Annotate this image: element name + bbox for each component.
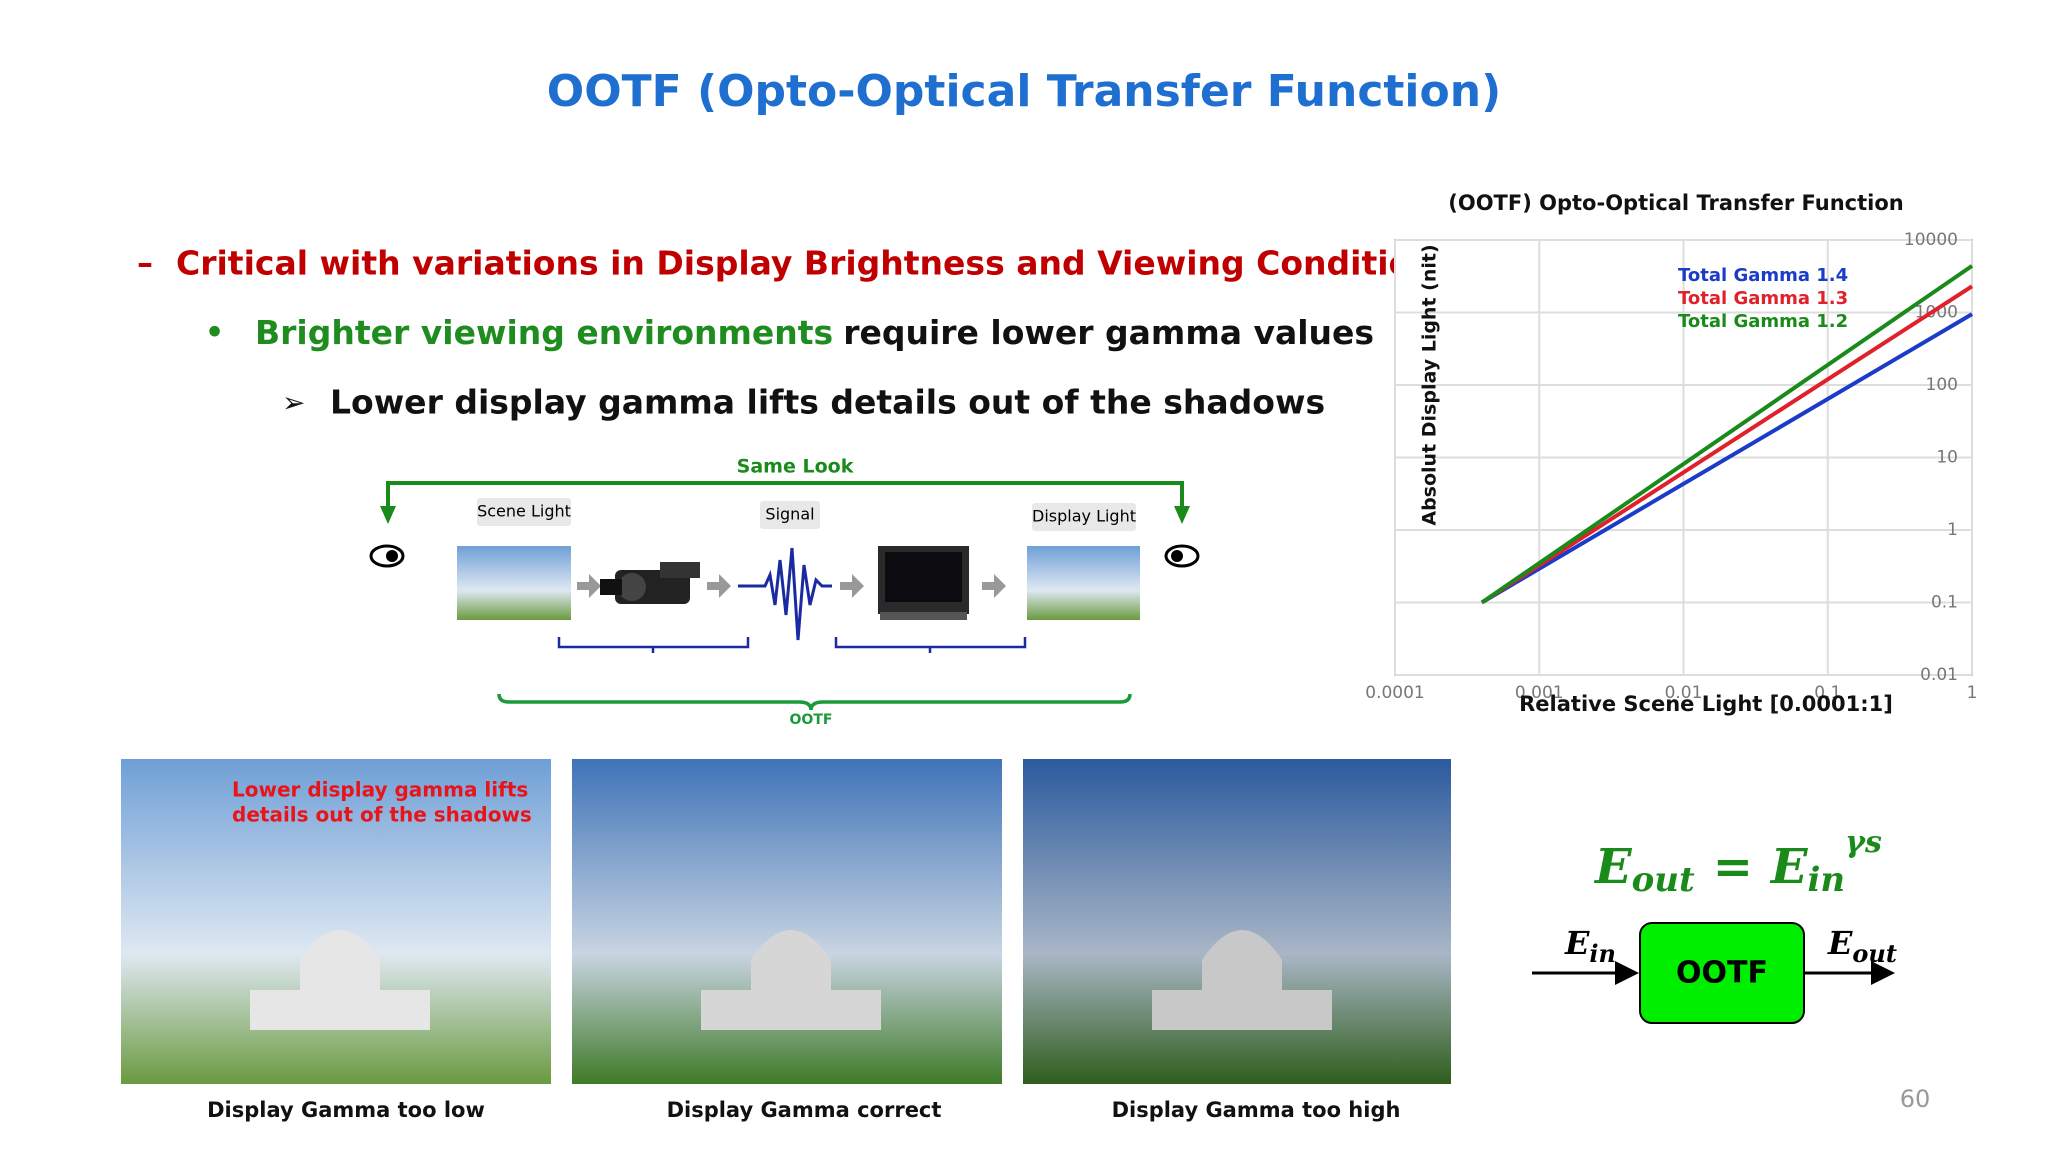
y-tick-label: 1	[1947, 520, 1958, 540]
photo-caption: Display Gamma too low	[207, 1098, 485, 1122]
text: require lower gamma values	[843, 313, 1374, 352]
y-tick-label: 0.1	[1931, 593, 1958, 613]
symbol: E	[1827, 924, 1853, 962]
exponent: γs	[1845, 825, 1882, 860]
eye-left	[369, 544, 405, 568]
y-tick-label: 10	[1936, 448, 1958, 468]
monitor-icon	[878, 546, 969, 620]
symbol: E	[1769, 839, 1809, 895]
display-light-label: Display Light	[1032, 507, 1136, 526]
chart-title: (OOTF) Opto-Optical Transfer Function	[1448, 191, 1904, 215]
ootf-label: OOTF	[790, 712, 833, 728]
photo	[572, 759, 1002, 1084]
eye-right	[1164, 544, 1200, 568]
highlight: Brighter viewing environments	[255, 313, 833, 352]
legend-entry: Total Gamma 1.2	[1678, 311, 1848, 332]
sub-brackets	[557, 637, 1027, 653]
bullet-marker: ➢	[282, 386, 305, 419]
chart: 0.0001 0.001 0.01 0.1 10.010.111010010001000…	[1365, 191, 1977, 716]
photo-annotation: Lower display gamma lifts	[232, 778, 528, 802]
subscript: out	[1852, 939, 1897, 968]
legend-entry: Total Gamma 1.3	[1678, 288, 1848, 309]
subscript: in	[1589, 939, 1616, 968]
x-tick-label: 0.0001	[1365, 683, 1424, 703]
bullet-text: Critical with variations in Display Brig…	[176, 244, 1454, 283]
equals: =	[1713, 839, 1753, 895]
bullet-marker: –	[137, 244, 153, 282]
bullet-text: Lower display gamma lifts details out of…	[330, 383, 1325, 422]
slide-title: OOTF (Opto-Optical Transfer Function)	[547, 66, 1501, 117]
same-look-label: Same Look	[737, 456, 854, 478]
photo-caption: Display Gamma too high	[1112, 1098, 1401, 1122]
formula: Eout = Einγs	[1593, 825, 1882, 900]
photo-caption: Display Gamma correct	[667, 1098, 942, 1122]
bullet-text: Brighter viewing environments require low…	[255, 313, 1374, 352]
pipeline-diagram: Same Look Scene Light Signal Display Lig…	[369, 456, 1200, 728]
label-box	[1032, 503, 1136, 531]
x-tick-label: 0.001	[1515, 683, 1564, 703]
bullet-marker: •	[205, 316, 224, 351]
same-look-bracket	[386, 481, 1184, 508]
y-axis-label: Absolut Display Light (nit)	[1419, 244, 1441, 525]
output-label: Eout	[1827, 924, 1897, 968]
capitol-shapes	[250, 930, 1332, 1030]
subscript: out	[1632, 860, 1695, 900]
label-box	[760, 501, 820, 529]
photo	[1023, 759, 1451, 1084]
symbol: E	[1564, 924, 1590, 962]
symbol: E	[1593, 839, 1633, 895]
y-tick-label: 10000	[1904, 230, 1958, 250]
series-line	[1480, 264, 1974, 605]
label-box	[477, 498, 571, 526]
x-tick-label: 0.1	[1814, 683, 1841, 703]
signal-wave	[738, 547, 832, 641]
legend-entry: Total Gamma 1.4	[1678, 265, 1848, 286]
display-image	[1027, 546, 1140, 620]
ootf-block	[1639, 922, 1805, 1024]
ootf-block-label: OOTF	[1676, 956, 1768, 991]
y-tick-label: 0.01	[1920, 665, 1958, 685]
signal-label: Signal	[765, 505, 814, 524]
scene-image	[457, 546, 571, 620]
subscript: in	[1808, 860, 1846, 900]
x-tick-label: 0.01	[1665, 683, 1703, 703]
x-tick-label: 1	[1967, 683, 1978, 703]
photo-annotation: details out of the shadows	[232, 803, 532, 827]
input-label: Ein	[1564, 924, 1616, 968]
camera-icon	[600, 562, 700, 604]
scene-light-label: Scene Light	[477, 502, 571, 521]
series-line	[1480, 312, 1974, 605]
series-line	[1480, 284, 1974, 605]
y-tick-label: 100	[1926, 375, 1958, 395]
ootf-brace	[497, 693, 1132, 711]
page-number: 60	[1900, 1085, 1931, 1113]
x-axis-label: Relative Scene Light [0.0001:1]	[1519, 692, 1893, 716]
